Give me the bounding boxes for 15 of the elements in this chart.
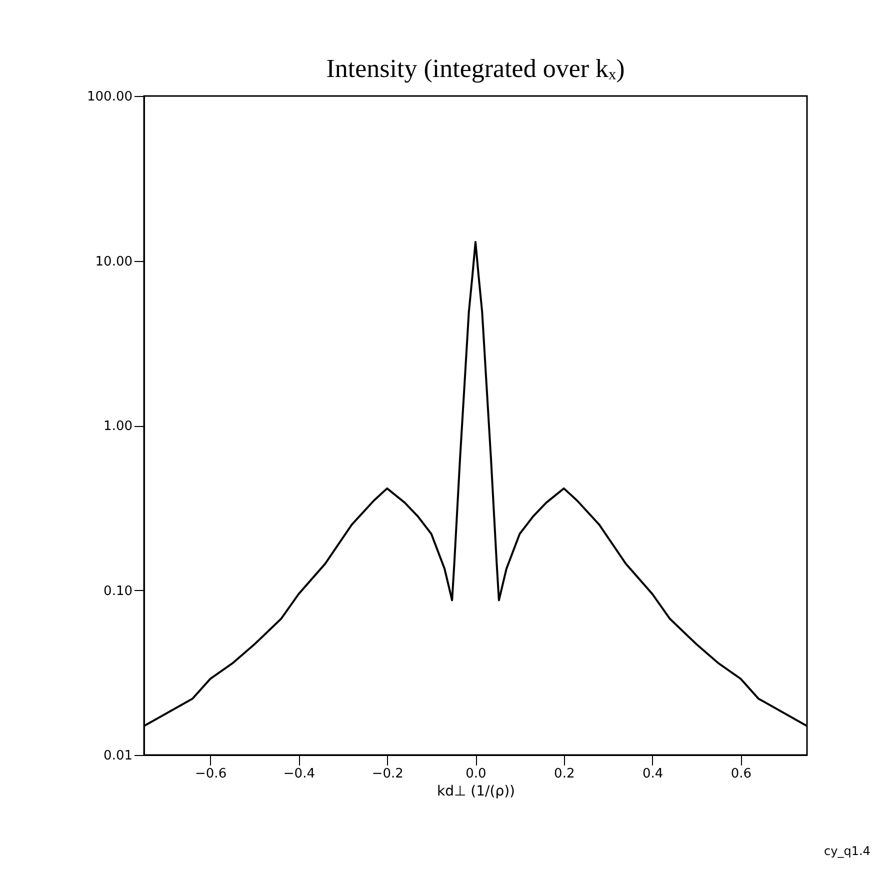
x-axis-title: kd⊥ (1/(ρ)) — [437, 784, 515, 800]
x-tick-label: 0.4 — [642, 766, 664, 782]
y-tick-label: 0.10 — [104, 584, 132, 599]
chart-title: Intensity (integrated over kₓ) — [326, 54, 625, 83]
x-tick-label: 0.0 — [466, 766, 486, 782]
x-tick-label: −0.6 — [195, 766, 227, 782]
x-tick-label: −0.2 — [372, 766, 404, 782]
y-tick-label: 1.00 — [104, 419, 132, 434]
y-tick-label: 100.00 — [87, 90, 132, 104]
x-tick-label: 0.6 — [730, 766, 752, 782]
x-tick-label: −0.4 — [283, 766, 315, 782]
y-tick-label: 0.01 — [104, 748, 132, 764]
y-tick-label: 10.00 — [95, 254, 132, 270]
x-tick-label: 0.2 — [554, 766, 575, 782]
text: cy_q1.4 — [824, 844, 870, 858]
